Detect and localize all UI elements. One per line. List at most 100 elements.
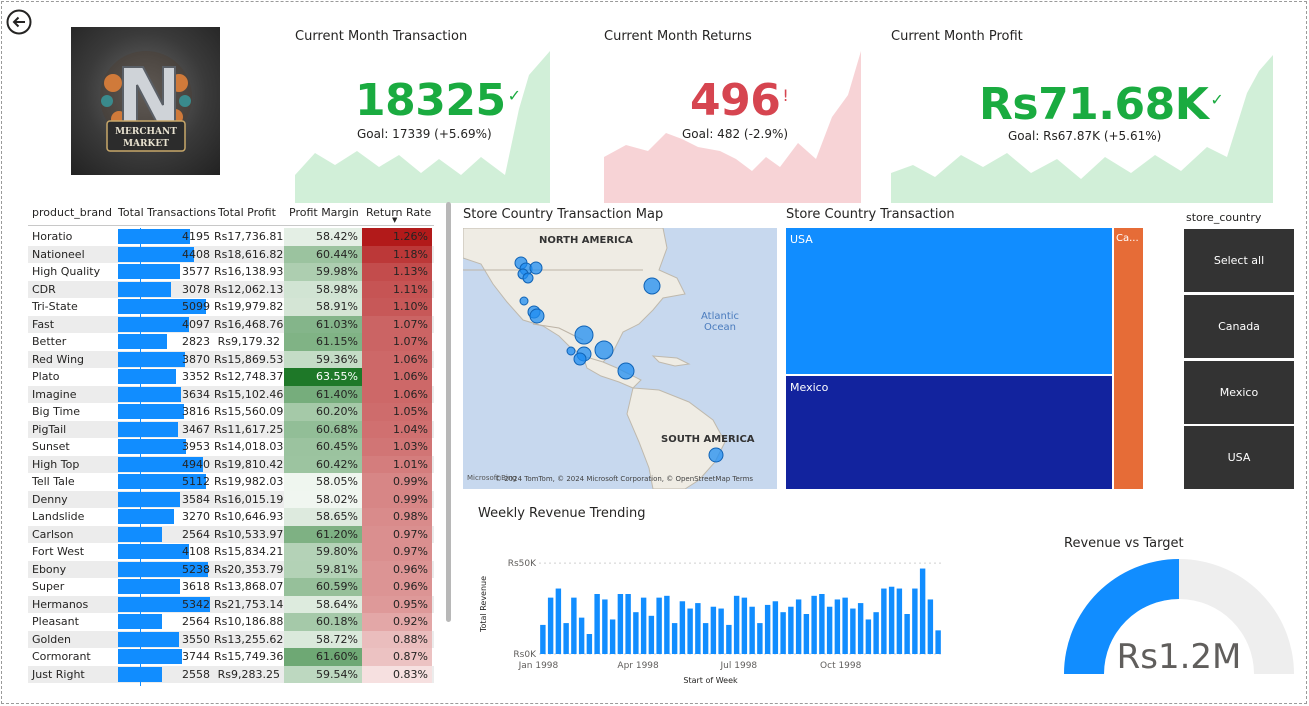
transactions-databar — [118, 631, 180, 647]
table-row[interactable]: CDR 3078 Rs12,062.13 58.98% 1.11% — [28, 280, 434, 298]
transactions-databar — [118, 491, 180, 507]
table-row[interactable]: Denny 3584 Rs16,015.19 58.02% 0.99% — [28, 490, 434, 508]
treemap-cell-mexico[interactable]: Mexico — [786, 376, 1112, 489]
transactions-databar — [118, 596, 210, 612]
table-row[interactable]: Super 3618 Rs13,868.07 60.59% 0.96% — [28, 578, 434, 596]
table-row[interactable]: Nationeel 4408 Rs18,616.82 60.44% 1.18% — [28, 245, 434, 263]
table-row[interactable]: Tell Tale 5112 Rs19,982.03 58.05% 0.99% — [28, 473, 434, 491]
table-row[interactable]: Hermanos 5342 Rs21,753.14 58.64% 0.95% — [28, 595, 434, 613]
revenue-bar — [912, 588, 918, 654]
transactions-databar — [118, 369, 176, 384]
kpi-value: 18325 ✓ — [355, 75, 521, 126]
revenue-bar — [919, 568, 926, 654]
store-country-map[interactable]: NORTH AMERICA Atlantic Ocean SOUTH AMERI… — [463, 228, 777, 489]
table-row[interactable]: Landslide 3270 Rs10,646.93 58.65% 0.98% — [28, 508, 434, 526]
cell-profit: Rs15,102.46 — [214, 387, 284, 401]
revenue-bar — [710, 606, 717, 654]
transactions-databar — [118, 421, 178, 437]
kpi-value: Rs71.68K ✓ — [979, 79, 1224, 130]
cell-profit: Rs16,138.93 — [214, 265, 284, 278]
transactions-databar — [118, 386, 181, 402]
table-row[interactable]: Fast 4097 Rs16,468.76 61.03% 1.07% — [28, 315, 434, 333]
table-row[interactable]: High Top 4940 Rs19,810.42 60.42% 1.01% — [28, 455, 434, 473]
cell-profit: Rs15,834.21 — [214, 545, 284, 558]
table-row[interactable]: Big Time 3816 Rs15,560.09 60.20% 1.05% — [28, 403, 434, 421]
kpi-goal: Goal: 482 (-2.9%) — [682, 127, 789, 141]
column-header-transactions[interactable]: Total Transactions — [118, 206, 216, 219]
table-row[interactable]: Golden 3550 Rs13,255.62 58.72% 0.88% — [28, 630, 434, 648]
cell-profit: Rs14,018.03 — [214, 440, 284, 453]
cell-transactions: 4408 — [182, 247, 210, 261]
cell-transactions: 2564 — [182, 615, 210, 628]
cell-return-rate: 1.03% — [362, 438, 432, 456]
treemap-cell-usa[interactable]: USA — [786, 228, 1112, 374]
revenue-bar — [850, 608, 856, 654]
cell-profit-margin: 59.98% — [284, 263, 362, 281]
sort-descending-icon[interactable]: ▼ — [392, 216, 398, 224]
map-title: Store Country Transaction Map — [463, 207, 664, 222]
cell-brand: Fast — [32, 317, 55, 331]
store-country-treemap: USA Mexico Ca... — [786, 228, 1143, 489]
revenue-bar — [625, 594, 631, 654]
column-header-brand[interactable]: product_brand — [32, 206, 113, 219]
cell-profit-margin: 61.60% — [284, 648, 362, 666]
table-row[interactable]: Tri-State 5099 Rs19,979.82 58.91% 1.10% — [28, 298, 434, 316]
revenue-bar — [726, 624, 732, 654]
transactions-databar — [118, 649, 183, 664]
x-tick-label: Jan 1998 — [518, 661, 559, 671]
revenue-bar — [803, 614, 810, 654]
table-row[interactable]: Carlson 2564 Rs10,533.97 61.20% 0.97% — [28, 525, 434, 543]
cell-return-rate: 0.95% — [362, 595, 432, 613]
column-header-return-rate[interactable]: Return Rate — [366, 206, 432, 219]
cell-transactions: 5238 — [182, 562, 210, 576]
table-row[interactable]: Just Right 2558 Rs9,283.25 59.54% 0.83% — [28, 665, 434, 683]
table-row[interactable]: Sunset 3953 Rs14,018.03 60.45% 1.03% — [28, 438, 434, 456]
table-row[interactable]: Fort West 4108 Rs15,834.21 59.80% 0.97% — [28, 543, 434, 561]
table-row[interactable]: Pleasant 2564 Rs10,186.88 60.18% 0.92% — [28, 613, 434, 631]
cell-transactions: 4940 — [182, 457, 210, 471]
table-row[interactable]: Ebony 5238 Rs20,353.79 59.81% 0.96% — [28, 560, 434, 578]
cell-profit: Rs12,748.37 — [214, 370, 284, 383]
column-header-profit[interactable]: Total Profit — [218, 206, 276, 219]
slicer-option-canada[interactable]: Canada — [1184, 295, 1294, 358]
back-arrow-icon[interactable] — [6, 9, 32, 35]
cell-profit: Rs16,015.19 — [214, 492, 284, 506]
revenue-bar — [757, 623, 763, 654]
cell-return-rate: 1.10% — [362, 298, 432, 316]
revenue-bar — [842, 597, 848, 654]
revenue-bar — [811, 595, 817, 654]
cell-return-rate: 0.99% — [362, 473, 432, 491]
table-row[interactable]: Cormorant 3744 Rs15,749.36 61.60% 0.87% — [28, 648, 434, 666]
table-row[interactable]: High Quality 3577 Rs16,138.93 59.98% 1.13% — [28, 263, 434, 281]
slicer-option-select-all[interactable]: Select all — [1184, 229, 1294, 292]
slicer-option-mexico[interactable]: Mexico — [1184, 361, 1294, 424]
cell-profit-margin: 60.59% — [284, 578, 362, 596]
cell-return-rate: 1.07% — [362, 333, 432, 351]
map-attribution[interactable]: © 2024 TomTom, © 2024 Microsoft Corporat… — [495, 475, 754, 483]
table-row[interactable]: Red Wing 3870 Rs15,869.53 59.36% 1.06% — [28, 350, 434, 368]
table-row[interactable]: Imagine 3634 Rs15,102.46 61.40% 1.06% — [28, 385, 434, 403]
transactions-databar — [118, 246, 194, 262]
cell-transactions: 3270 — [182, 510, 210, 523]
table-row[interactable]: Plato 3352 Rs12,748.37 63.55% 1.06% — [28, 368, 434, 386]
table-row[interactable]: Horatio 4195 Rs17,736.81 58.42% 1.26% — [28, 228, 434, 246]
column-header-margin[interactable]: Profit Margin — [289, 206, 359, 219]
revenue-bar — [671, 623, 678, 654]
cell-profit-margin: 61.15% — [284, 333, 362, 351]
cell-profit-margin: 59.81% — [284, 560, 362, 578]
revenue-bar — [640, 597, 647, 654]
cell-transactions: 3584 — [182, 492, 210, 506]
revenue-bar — [788, 606, 794, 654]
table-row[interactable]: PigTail 3467 Rs11,617.25 60.68% 1.04% — [28, 420, 434, 438]
cell-profit: Rs17,736.81 — [214, 230, 284, 243]
treemap-cell-canada[interactable]: Ca... — [1114, 228, 1143, 489]
slicer-option-usa[interactable]: USA — [1184, 426, 1294, 489]
table-scrollbar[interactable] — [446, 202, 451, 622]
cell-transactions: 5099 — [182, 300, 210, 313]
cell-brand: Super — [32, 580, 65, 593]
cell-return-rate: 0.96% — [362, 578, 432, 596]
cell-return-rate: 1.05% — [362, 403, 432, 421]
cell-profit-margin: 58.91% — [284, 298, 362, 316]
table-row[interactable]: Better 2823 Rs9,179.32 61.15% 1.07% — [28, 333, 434, 351]
logo-line1: MERCHANT — [115, 127, 177, 137]
